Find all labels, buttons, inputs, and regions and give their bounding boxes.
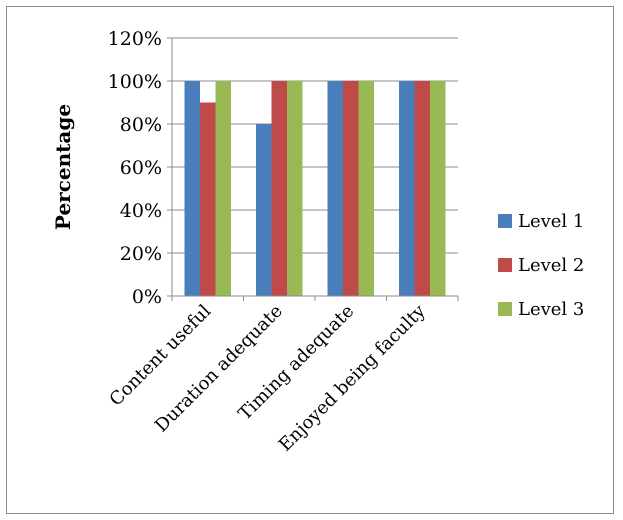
y-tick-label: 120% (108, 28, 162, 50)
y-tick-label: 20% (120, 243, 162, 265)
bar-level-2-3 (414, 81, 430, 296)
legend-swatch-2 (498, 258, 512, 272)
legend-label-3: Level 3 (518, 299, 584, 320)
chart-frame (6, 6, 614, 514)
axes (171, 38, 459, 301)
y-tick-label: 0% (132, 286, 162, 308)
bar-level-1-3 (399, 81, 415, 296)
y-tick-label: 60% (120, 157, 162, 179)
bar-level-1-2 (327, 81, 343, 296)
x-category-label: Enjoyed being faculty (275, 300, 431, 456)
bar-level-3-0 (215, 81, 231, 296)
y-tick-label: 40% (120, 200, 162, 222)
legend: Level 1 Level 2 Level 3 (498, 211, 584, 320)
y-tick-label: 100% (108, 71, 162, 93)
legend-swatch-1 (498, 214, 512, 228)
bar-level-2-2 (343, 81, 359, 296)
bar-level-3-1 (287, 81, 303, 296)
y-tick-label: 80% (120, 114, 162, 136)
bar-level-1-1 (256, 124, 272, 296)
legend-label-1: Level 1 (518, 211, 584, 232)
bar-level-3-3 (430, 81, 446, 296)
bar-level-2-0 (200, 102, 216, 296)
bar-level-1-0 (184, 81, 200, 296)
bars (184, 81, 446, 296)
x-category-label: Duration adequate (151, 301, 287, 437)
bar-level-2-1 (271, 81, 287, 296)
y-tick-labels: 0% 20% 40% 60% 80% 100% 120% (108, 28, 162, 308)
legend-swatch-3 (498, 302, 512, 316)
bar-level-3-2 (358, 81, 374, 296)
y-axis-label: Percentage (51, 104, 75, 230)
legend-label-2: Level 2 (518, 255, 584, 276)
